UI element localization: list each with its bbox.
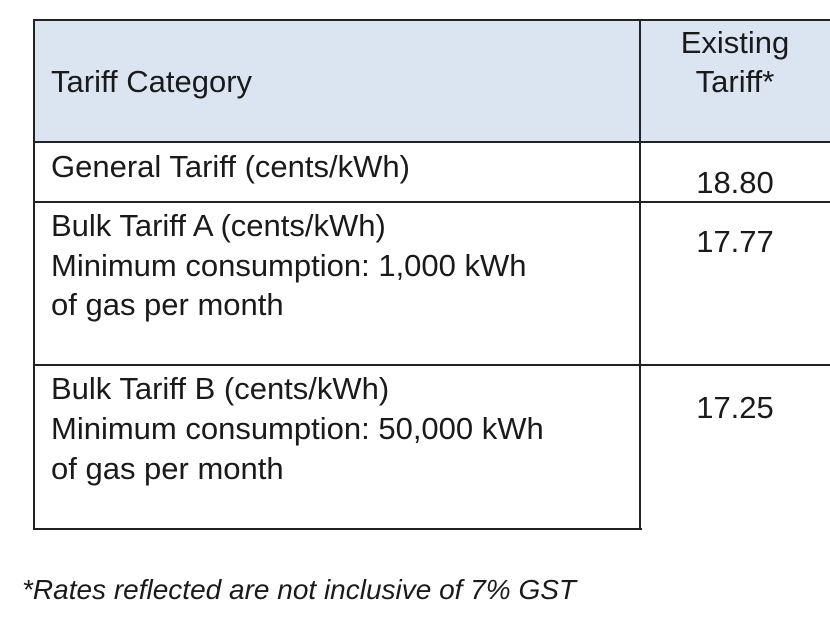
row-divider — [33, 201, 830, 203]
row-bulk-a-category: Bulk Tariff A (cents/kWh) — [51, 208, 386, 243]
row-general-existing: 18.80 — [696, 165, 774, 200]
row-general-category: General Tariff (cents/kWh) — [51, 149, 410, 184]
tariff-table: Tariff Category Existing Tariff* General… — [33, 19, 830, 530]
row-bulk-b-category: Bulk Tariff B (cents/kWh) — [51, 371, 390, 406]
header-existing-line2: Tariff* — [695, 64, 775, 99]
gst-footnote: *Rates reflected are not inclusive of 7%… — [22, 574, 577, 605]
table-border-bottom — [33, 528, 642, 530]
row-bulk-b-min: Minimum consumption: 50,000 kWh — [51, 411, 544, 446]
table-border-top — [33, 19, 830, 21]
table-header — [35, 21, 830, 142]
row-bulk-a-existing: 17.77 — [696, 224, 774, 259]
table-border-left — [33, 19, 35, 530]
row-bulk-a-min: Minimum consumption: 1,000 kWh — [51, 248, 527, 283]
row-bulk-b-gas: of gas per month — [51, 451, 284, 486]
row-divider — [33, 141, 830, 143]
header-existing-line1: Existing — [680, 25, 790, 60]
row-bulk-a-gas: of gas per month — [51, 287, 284, 322]
row-divider — [33, 364, 830, 366]
header-tariff-category: Tariff Category — [51, 64, 253, 99]
row-bulk-b-existing: 17.25 — [696, 390, 774, 425]
column-divider — [639, 19, 641, 530]
